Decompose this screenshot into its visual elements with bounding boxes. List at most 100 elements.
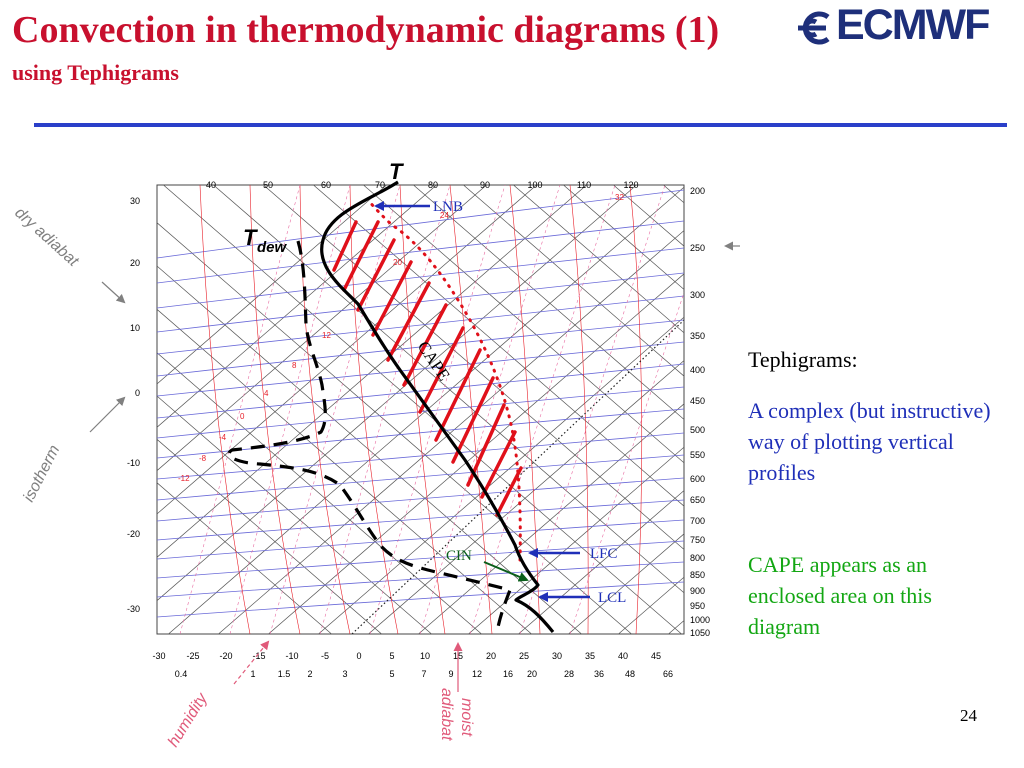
pressure-450: 450 (690, 396, 705, 406)
temperature-profile-curve (320, 180, 555, 634)
tephigram-diagram: 32 24 20 12 8 4 0 -4 -8 -12 30 20 10 0 -… (11, 159, 740, 750)
top-tick-60: 60 (321, 180, 331, 190)
moist-label-0: 0 (240, 412, 245, 421)
ecmwf-logo-mark (798, 11, 830, 45)
lfc-label: LFC (590, 546, 618, 562)
pressure-200: 200 (690, 186, 705, 196)
slide-subtitle: using Tephigrams (12, 60, 179, 85)
bottom-temp-45: 45 (651, 651, 661, 661)
bottom-mixing-ratio-labels: 0.4 1 1.5 2 3 5 7 9 12 16 20 28 36 48 66 (175, 669, 673, 679)
top-tick-70: 70 (375, 180, 385, 190)
bottom-temp-25: 25 (519, 651, 529, 661)
pressure-750: 750 (690, 535, 705, 545)
mixing-ratio-5: 5 (389, 669, 394, 679)
bottom-temp-minus-5: -5 (321, 651, 329, 661)
moist-adiabat-lines (199, 185, 643, 634)
ecmwf-logo-text: ECMWF (836, 1, 990, 49)
left-tick-minus-10: -10 (127, 458, 140, 468)
isotherm-pointer (89, 396, 126, 433)
moist-adiabat-annotation-line1: moist (458, 698, 475, 737)
top-tick-110: 110 (577, 180, 591, 190)
ecmwf-logo (798, 11, 830, 45)
mixing-ratio-16: 16 (503, 669, 513, 679)
dewpoint-profile-curve (227, 240, 512, 633)
left-tick-0: 0 (135, 388, 140, 398)
moist-label-12: 12 (322, 331, 331, 340)
cape-hatching (332, 220, 523, 517)
bottom-temp-40: 40 (618, 651, 628, 661)
moist-label-8: 8 (292, 361, 297, 370)
dry-adiabat-annotation: dry adiabat (11, 204, 82, 270)
pressure-800: 800 (690, 553, 705, 563)
humidity-mixing-ratio-lines (179, 185, 684, 634)
mixing-ratio-1: 1 (250, 669, 255, 679)
bottom-temp-minus-30: -30 (152, 651, 165, 661)
top-tick-120: 120 (623, 180, 638, 190)
top-tick-50: 50 (263, 180, 273, 190)
lnb-label: LNB (433, 199, 463, 215)
pressure-900: 900 (690, 586, 705, 596)
bottom-temp-minus-20: -20 (219, 651, 232, 661)
top-tick-100: 100 (527, 180, 542, 190)
bottom-temp-minus-25: -25 (186, 651, 199, 661)
humidity-annotation: humidity (165, 690, 212, 750)
left-tick-10: 10 (130, 323, 140, 333)
pressure-500: 500 (690, 425, 705, 435)
right-axis-pressure-labels: 200 250 300 350 400 450 500 550 600 650 … (690, 186, 710, 638)
moist-label-minus-12: -12 (178, 474, 190, 483)
pressure-850: 850 (690, 570, 705, 580)
mixing-ratio-36: 36 (594, 669, 604, 679)
dewpoint-label-subscript: dew (257, 239, 288, 256)
bottom-temperature-labels: -30 -25 -20 -15 -10 -5 0 5 10 15 20 25 3… (152, 651, 661, 661)
moist-label-minus-4: -4 (219, 433, 227, 442)
cin-arrow (483, 561, 529, 582)
moist-label-24: 24 (440, 211, 449, 220)
side-cape-note: CAPE appears as an enclosed area on this… (748, 552, 932, 639)
mixing-ratio-20: 20 (527, 669, 537, 679)
top-axis-labels: 40 50 60 70 80 90 100 110 120 (206, 180, 639, 190)
left-axis-labels: 30 20 10 0 -10 -20 -30 (127, 196, 140, 614)
page-number: 24 (960, 706, 977, 725)
pressure-650: 650 (690, 495, 705, 505)
pressure-400: 400 (690, 365, 705, 375)
moist-label-4: 4 (264, 389, 269, 398)
mixing-ratio-0.4: 0.4 (175, 669, 188, 679)
mixing-ratio-1.5: 1.5 (278, 669, 291, 679)
pressure-1050: 1050 (690, 628, 710, 638)
mixing-ratio-66: 66 (663, 669, 673, 679)
cin-label: CIN (446, 548, 472, 564)
pressure-600: 600 (690, 474, 705, 484)
bottom-temp-10: 10 (420, 651, 430, 661)
mixing-ratio-12: 12 (472, 669, 482, 679)
bottom-temp-30: 30 (552, 651, 562, 661)
pressure-350: 350 (690, 331, 705, 341)
bottom-temp-20: 20 (486, 651, 496, 661)
pressure-550: 550 (690, 450, 705, 460)
moist-adiabat-annotation-line2: adiabat (438, 688, 455, 741)
top-tick-80: 80 (428, 180, 438, 190)
left-tick-20: 20 (130, 258, 140, 268)
left-tick-30: 30 (130, 196, 140, 206)
mixing-ratio-7: 7 (421, 669, 426, 679)
pressure-700: 700 (690, 516, 705, 526)
slide-title: Convection in thermodynamic diagrams (1) (12, 9, 720, 51)
top-tick-40: 40 (206, 180, 216, 190)
mixing-ratio-3: 3 (342, 669, 347, 679)
bottom-temp-0: 0 (356, 651, 361, 661)
bottom-temp-minus-15: -15 (252, 651, 265, 661)
left-tick-minus-20: -20 (127, 529, 140, 539)
temperature-label: T (389, 159, 404, 184)
dewpoint-label: T (243, 225, 258, 250)
mixing-ratio-2: 2 (307, 669, 312, 679)
humidity-pointer (233, 640, 270, 685)
pressure-250: 250 (690, 243, 705, 253)
lcl-label: LCL (598, 590, 626, 606)
left-tick-minus-30: -30 (127, 604, 140, 614)
mixing-ratio-28: 28 (564, 669, 574, 679)
side-description: A complex (but instructive) way of plott… (748, 398, 991, 485)
pressure-950: 950 (690, 601, 705, 611)
header-divider (34, 123, 1007, 127)
moist-adiabat-labels: 32 24 20 12 8 4 0 -4 -8 -12 (178, 193, 624, 483)
moist-label-minus-8: -8 (199, 454, 207, 463)
pressure-1000: 1000 (690, 615, 710, 625)
